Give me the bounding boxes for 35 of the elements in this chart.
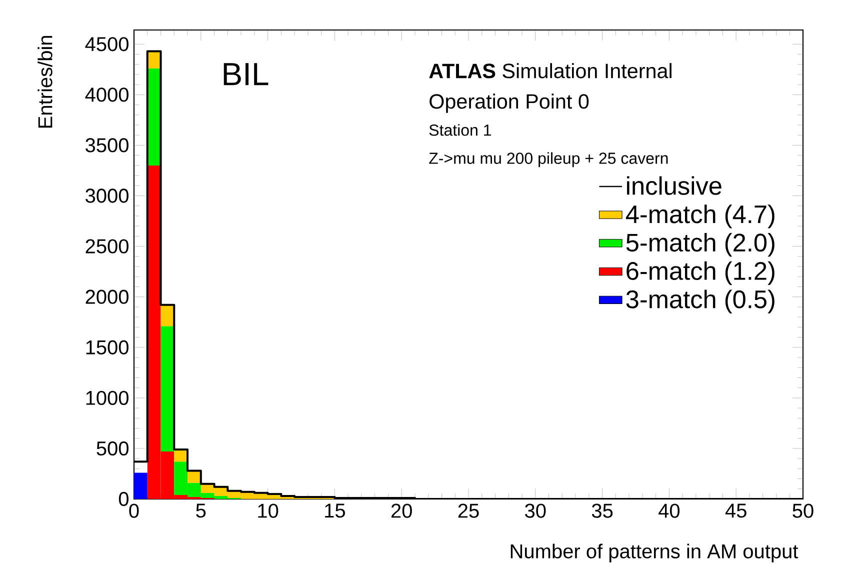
- x-tick-label: 20: [391, 504, 412, 518]
- y-tick-label: 2000: [86, 290, 128, 304]
- legend-label: inclusive: [627, 176, 722, 195]
- x-tick-label: 30: [525, 504, 546, 518]
- y-tick-label: 0: [118, 492, 128, 506]
- x-tick-label: 5: [196, 504, 206, 518]
- x-tick-label: 10: [258, 504, 278, 518]
- y-tick-label: 4500: [85, 37, 128, 52]
- legend-label: 3-match (0.5): [626, 290, 774, 314]
- annotation: Operation Point 0: [430, 94, 589, 113]
- bar: [160, 326, 174, 452]
- legend-label: 6-match (1.2): [626, 261, 774, 285]
- y-tick-label: 4000: [85, 88, 128, 102]
- x-tick-label: 0: [129, 504, 139, 518]
- y-tick-label: 3000: [86, 188, 128, 203]
- y-axis-title: Entries/bin: [38, 36, 52, 128]
- x-tick-label: 50: [792, 504, 814, 518]
- legend-label: 5-match (2.0): [626, 233, 774, 257]
- y-tick-label: 3500: [86, 138, 128, 152]
- y-tick-label: 2500: [86, 239, 128, 254]
- annotation: ATLAS Simulation Internal: [429, 63, 672, 78]
- legend-label: 4-match (4.7): [626, 204, 774, 228]
- y-tick-label: 1500: [86, 340, 128, 354]
- bar: [134, 472, 148, 499]
- annotation: Z->mu mu 200 pileup + 25 cavern: [429, 152, 668, 168]
- x-tick-label: 15: [325, 504, 345, 518]
- y-tick-label: 1000: [86, 390, 128, 405]
- annotation: BIL: [224, 63, 268, 86]
- y-tick-label: 500: [96, 441, 128, 456]
- x-tick-label: 25: [458, 504, 479, 518]
- x-tick-label: 40: [658, 504, 680, 518]
- x-axis-title: Number of patterns in AM output: [510, 544, 798, 562]
- x-tick-label: 35: [592, 504, 613, 518]
- annotation: Station 1: [429, 124, 491, 136]
- x-tick-label: 45: [725, 504, 746, 518]
